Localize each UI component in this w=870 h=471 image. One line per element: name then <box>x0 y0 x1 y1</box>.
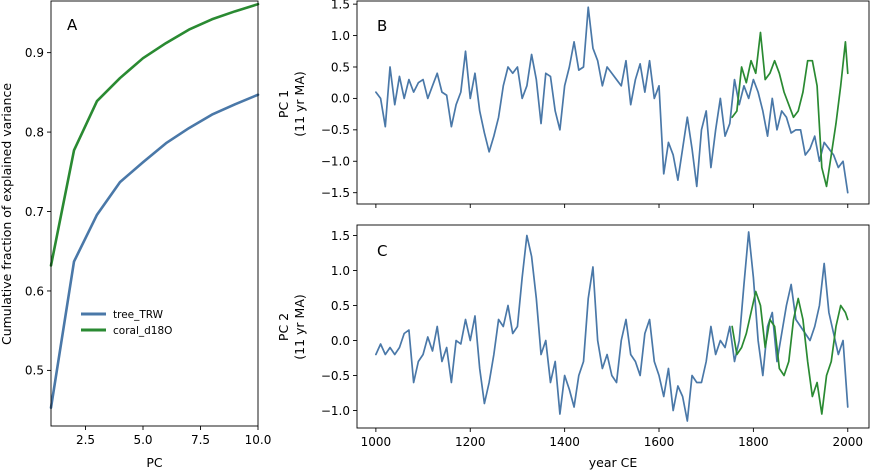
panel-a-series <box>49 2 260 410</box>
panel-c-ytick-label: −0.5 <box>321 369 350 383</box>
panel-c-xtick-label: 1600 <box>644 435 675 449</box>
panel-c-xtick-label: 1800 <box>738 435 769 449</box>
panel-c-frame <box>356 224 870 429</box>
panel-a-ytick-label: 0.7 <box>25 205 44 219</box>
panel-b-ytick-label: −1.0 <box>321 155 350 169</box>
panel-c-xtick-label: 1000 <box>361 435 392 449</box>
panel-a-frame <box>50 0 259 427</box>
panel-a-xtick-label: 7.5 <box>191 433 210 447</box>
panel-c-ytick-label: 1.5 <box>331 229 350 243</box>
panel-b-ticks: −1.5 −1.0 −0.5 0.0 0.5 1.0 1.5 <box>321 0 849 208</box>
panel-c-ylabel-line2: (11 yr MA) <box>292 294 307 359</box>
panel-b-series-0-line <box>375 6 849 194</box>
panel-c-ticks: 1000 1200 1400 1600 1800 2000 −1.0 −0.5 0.0 0.5 1.… <box>321 229 863 449</box>
panel-c-label: C <box>377 242 387 260</box>
panel-a-series-1-line <box>49 2 260 267</box>
panel-a-ytick-label: 0.6 <box>25 284 44 298</box>
panel-b-ylabel-line2: (11 yr MA) <box>292 71 307 136</box>
panel-a-ytick-label: 0.9 <box>25 46 44 60</box>
panel-b-ytick-label: 0.0 <box>331 92 350 106</box>
panel-a-explained-variance: 2.5 5.0 7.5 10.0 0.5 0.6 0.7 0.8 0.9 A PC Cumula… <box>0 0 271 470</box>
panel-b-label: B <box>377 17 387 35</box>
panel-b-ytick-label: 1.0 <box>331 29 350 43</box>
panel-c-xtick-label: 2000 <box>832 435 863 449</box>
legend-label-coral-d18o: coral_d18O <box>113 325 172 337</box>
panel-c-ytick-label: −1.0 <box>321 404 350 418</box>
panel-b-frame <box>356 0 870 205</box>
panel-b-series <box>375 6 849 194</box>
panel-b-ylabel: PC 1 (11 yr MA) <box>276 71 307 136</box>
panel-a-ticks: 2.5 5.0 7.5 10.0 0.5 0.6 0.7 0.8 0.9 <box>25 46 271 447</box>
panel-a-xtick-label: 10.0 <box>245 433 272 447</box>
panel-c-xtick-label: 1200 <box>455 435 486 449</box>
panel-c-ylabel-line1: PC 2 <box>276 313 291 341</box>
legend-label-tree-trw: tree_TRW <box>113 309 164 321</box>
panel-c-pc2: 1000 1200 1400 1600 1800 2000 −1.0 −0.5 0.0 0.5 1.… <box>276 224 870 470</box>
panel-c-ytick-label: 0.0 <box>331 334 350 348</box>
panel-c-series-1-line <box>731 290 849 415</box>
panel-b-ylabel-line1: PC 1 <box>276 90 291 118</box>
panel-a-xtick-label: 2.5 <box>76 433 95 447</box>
panel-b-pc1: −1.5 −1.0 −0.5 0.0 0.5 1.0 1.5 B PC 1 (11 yr M… <box>276 0 870 208</box>
panel-a-label: A <box>67 16 78 34</box>
panel-b-series-1-line <box>731 31 849 188</box>
panel-c-xlabel: year CE <box>589 455 638 470</box>
panel-b-ytick-label: −1.5 <box>321 186 350 200</box>
panel-c-series <box>375 231 849 422</box>
panel-a-xtick-label: 5.0 <box>133 433 152 447</box>
panel-b-ytick-label: 1.5 <box>331 0 350 11</box>
panel-c-ytick-label: 1.0 <box>331 264 350 278</box>
legend: tree_TRW coral_d18O <box>81 309 172 337</box>
panel-b-ytick-label: 0.5 <box>331 60 350 74</box>
panel-c-ylabel: PC 2 (11 yr MA) <box>276 294 307 359</box>
panel-b-ytick-label: −0.5 <box>321 123 350 137</box>
panel-c-xtick-label: 1400 <box>549 435 580 449</box>
panel-c-series-0-line <box>375 231 849 422</box>
panel-a-series-0-line <box>49 93 260 410</box>
panel-a-xlabel: PC <box>146 455 163 470</box>
panel-a-ytick-label: 0.8 <box>25 125 44 139</box>
panel-a-ytick-label: 0.5 <box>25 364 44 378</box>
panel-a-ylabel: Cumulative fraction of explained varianc… <box>0 83 14 345</box>
panel-c-ytick-label: 0.5 <box>331 299 350 313</box>
